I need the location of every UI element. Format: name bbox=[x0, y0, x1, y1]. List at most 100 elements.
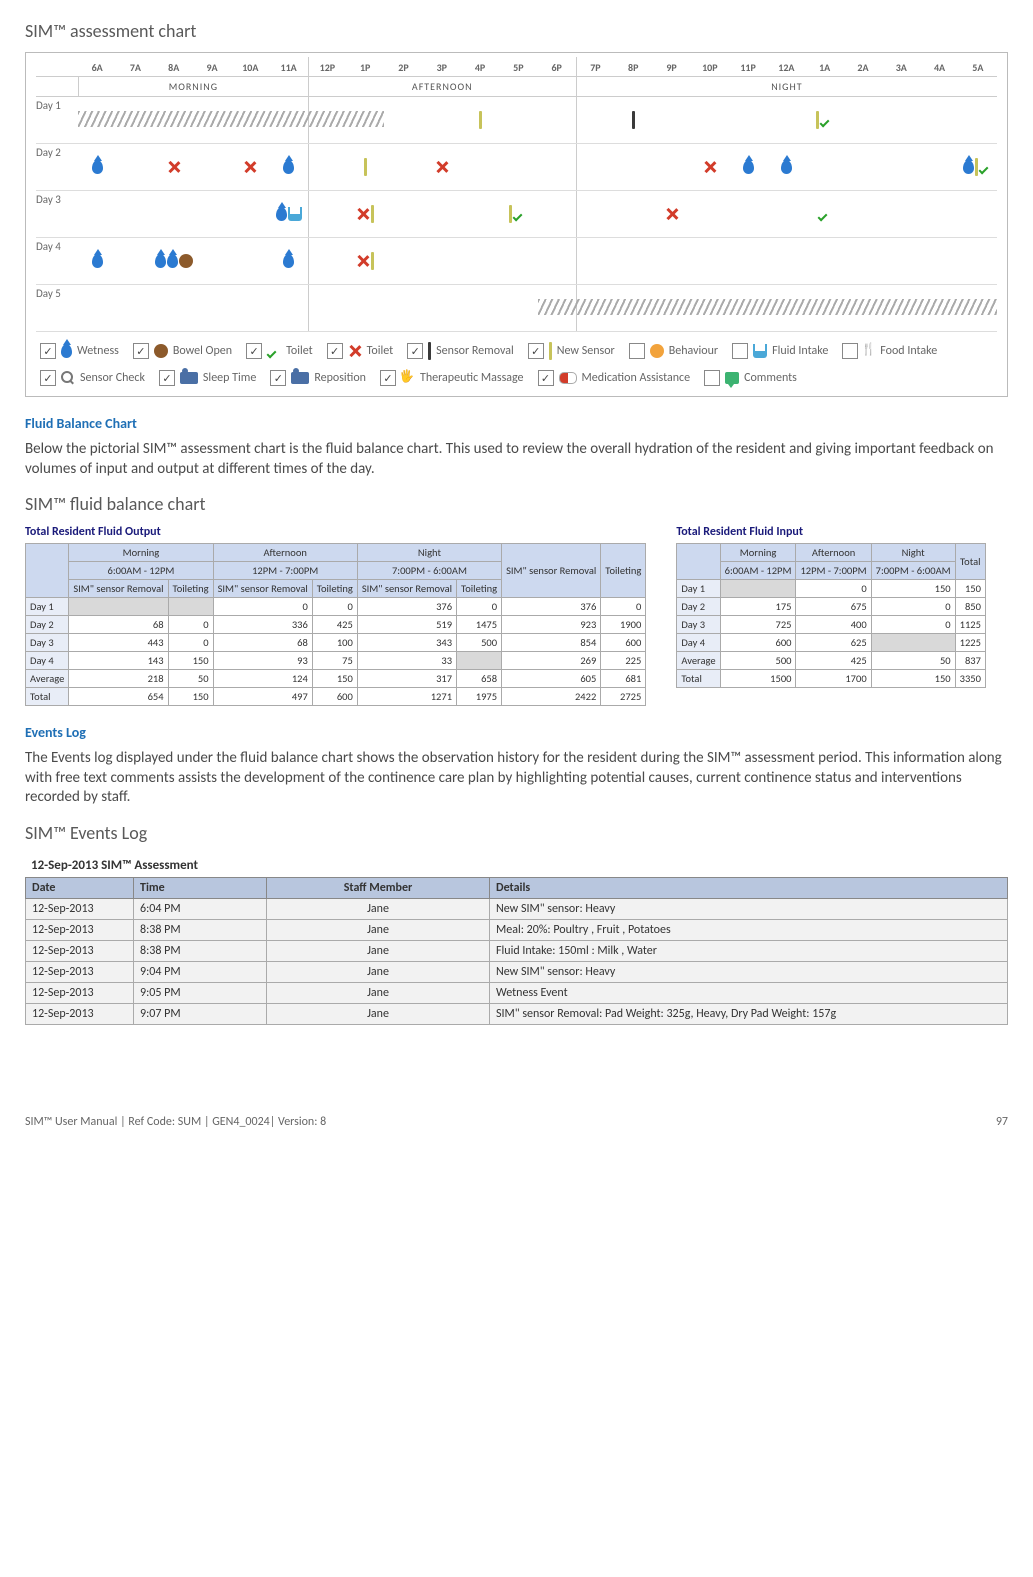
chart-cell bbox=[729, 191, 767, 237]
pill-icon bbox=[559, 372, 577, 384]
hour-header: 11P bbox=[729, 57, 767, 76]
crossr-icon bbox=[665, 207, 679, 221]
chart-cell bbox=[384, 191, 422, 237]
day-row: Day 1 bbox=[36, 97, 997, 144]
chart-cell bbox=[844, 97, 882, 143]
chart-cell bbox=[155, 238, 193, 284]
day-row: Day 4 bbox=[36, 238, 997, 285]
fluid-tables: Total Resident Fluid Output MorningAfter… bbox=[25, 525, 1008, 706]
day-label: Day 5 bbox=[36, 285, 78, 331]
hour-header: 2P bbox=[384, 57, 422, 76]
drop-icon bbox=[92, 160, 103, 174]
drop-icon bbox=[781, 160, 792, 174]
chart-cell bbox=[882, 238, 920, 284]
chart-cell bbox=[499, 191, 537, 237]
drop-icon bbox=[963, 160, 974, 174]
chart-cell bbox=[423, 144, 461, 190]
chart-cell bbox=[308, 285, 346, 331]
legend-label: Sleep Time bbox=[203, 371, 256, 385]
chart-cell bbox=[384, 97, 422, 143]
chart-cell bbox=[308, 191, 346, 237]
chart-cell bbox=[461, 97, 499, 143]
crossr-icon bbox=[356, 254, 370, 268]
drop-icon bbox=[283, 254, 294, 268]
chart-cell bbox=[269, 285, 307, 331]
day-label: Day 1 bbox=[36, 97, 78, 143]
legend-item: Wetness bbox=[40, 343, 119, 359]
period-night: NIGHT bbox=[576, 77, 997, 96]
chart-legend: WetnessBowel OpenToiletToiletSensor Remo… bbox=[36, 332, 997, 388]
legend-item: Food Intake bbox=[842, 343, 937, 359]
chart-cell bbox=[116, 238, 154, 284]
hour-header: 12P bbox=[308, 57, 346, 76]
legend-checkbox[interactable] bbox=[40, 343, 56, 359]
chart-cell bbox=[499, 97, 537, 143]
legend-label: New Sensor bbox=[557, 344, 615, 358]
barb-icon bbox=[632, 111, 635, 129]
legend-checkbox[interactable] bbox=[40, 370, 56, 386]
legend-checkbox[interactable] bbox=[528, 343, 544, 359]
chart-cell bbox=[691, 238, 729, 284]
chart-cell bbox=[461, 191, 499, 237]
footer-page: 97 bbox=[996, 1115, 1008, 1129]
legend-checkbox[interactable] bbox=[159, 370, 175, 386]
chart-cell bbox=[423, 191, 461, 237]
legend-checkbox[interactable] bbox=[327, 343, 343, 359]
chart-cell bbox=[384, 144, 422, 190]
drop-icon bbox=[155, 254, 166, 268]
legend-checkbox[interactable] bbox=[538, 370, 554, 386]
chart-cell bbox=[844, 238, 882, 284]
barly-icon bbox=[975, 158, 978, 176]
legend-checkbox[interactable] bbox=[704, 370, 720, 386]
legend-label: Sensor Check bbox=[80, 371, 145, 385]
legend-checkbox[interactable] bbox=[629, 343, 645, 359]
chart-cell bbox=[882, 191, 920, 237]
legend-checkbox[interactable] bbox=[270, 370, 286, 386]
events-log-block: 12-Sep-2013 SIM™ Assessment DateTimeStaf… bbox=[25, 854, 1008, 1025]
legend-item: Sensor Check bbox=[40, 370, 145, 386]
legend-label: Therapeutic Massage bbox=[420, 371, 524, 385]
crossr-icon bbox=[167, 160, 181, 174]
chart-cell bbox=[78, 238, 116, 284]
chart-cell bbox=[729, 97, 767, 143]
chart-cell bbox=[193, 144, 231, 190]
legend-checkbox[interactable] bbox=[246, 343, 262, 359]
legend-checkbox[interactable] bbox=[732, 343, 748, 359]
chart-cell bbox=[576, 97, 614, 143]
barly-icon bbox=[371, 205, 374, 223]
hour-header: 9A bbox=[193, 57, 231, 76]
legend-item: Toilet bbox=[246, 343, 313, 359]
legend-checkbox[interactable] bbox=[133, 343, 149, 359]
legend-checkbox[interactable] bbox=[380, 370, 396, 386]
chart-cell bbox=[729, 238, 767, 284]
chart-cell bbox=[920, 191, 958, 237]
chart-cell bbox=[614, 144, 652, 190]
legend-item: Reposition bbox=[270, 370, 366, 386]
chart-cell bbox=[155, 191, 193, 237]
chart-cell bbox=[346, 238, 384, 284]
day-row: Day 2 bbox=[36, 144, 997, 191]
hour-header: 4A bbox=[920, 57, 958, 76]
legend-label: Comments bbox=[744, 371, 797, 385]
legend-item: Sleep Time bbox=[159, 370, 256, 386]
legend-checkbox[interactable] bbox=[842, 343, 858, 359]
checkg-icon bbox=[513, 207, 527, 221]
chart-cell bbox=[461, 144, 499, 190]
day-label: Day 3 bbox=[36, 191, 78, 237]
chart-cell bbox=[193, 285, 231, 331]
chart-cell bbox=[499, 238, 537, 284]
legend-item: Medication Assistance bbox=[538, 370, 691, 386]
chart-cell bbox=[155, 285, 193, 331]
fluid-balance-text: Below the pictorial SIM™ assessment char… bbox=[25, 440, 1008, 479]
bed-icon bbox=[180, 372, 198, 384]
barly-icon bbox=[816, 111, 819, 129]
legend-label: Fluid Intake bbox=[772, 344, 828, 358]
chart-cell bbox=[231, 144, 269, 190]
chart-cell bbox=[959, 191, 997, 237]
hand-icon bbox=[401, 371, 415, 385]
hour-header: 12A bbox=[767, 57, 805, 76]
chart-cell bbox=[691, 191, 729, 237]
events-log-text: The Events log displayed under the fluid… bbox=[25, 749, 1008, 808]
legend-checkbox[interactable] bbox=[407, 343, 423, 359]
chart-cell bbox=[78, 191, 116, 237]
